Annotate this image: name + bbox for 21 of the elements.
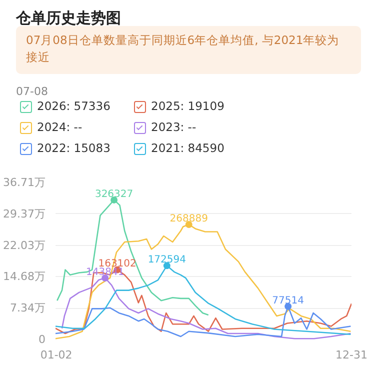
legend-label: 2023: -- <box>151 119 196 136</box>
y-tick-label: 29.37万 <box>3 207 46 220</box>
legend-label: 2021: 84590 <box>151 140 224 157</box>
legend-label: 2022: 15083 <box>37 140 110 157</box>
x-tick-label: 01-02 <box>40 348 72 362</box>
y-tick-label: 14.68万 <box>3 270 46 284</box>
legend-label: 2025: 19109 <box>151 98 224 115</box>
y-tick-label: 0 <box>38 333 46 346</box>
annotation: 268889 <box>170 214 208 225</box>
annotation: 77514 <box>272 295 304 306</box>
y-tick-label: 22.03万 <box>3 238 46 252</box>
annotation: 326327 <box>94 188 134 200</box>
text: 07-08 <box>15 84 49 98</box>
annotation: 172594 <box>148 254 186 266</box>
y-tick-label: 7.34万 <box>10 302 46 315</box>
x-tick-label: 12-31 <box>336 348 368 362</box>
y-tick-label: 36.71万 <box>3 176 46 189</box>
chart-title: 仓单历史走势图 <box>14 8 122 27</box>
legend-label: 2024: -- <box>37 119 82 136</box>
legend-label: 2026: 57336 <box>37 98 110 115</box>
chart-subtitle: 07月08日仓单数量高于同期近6年仓单均值, 与2021年较为接近 <box>16 26 361 74</box>
